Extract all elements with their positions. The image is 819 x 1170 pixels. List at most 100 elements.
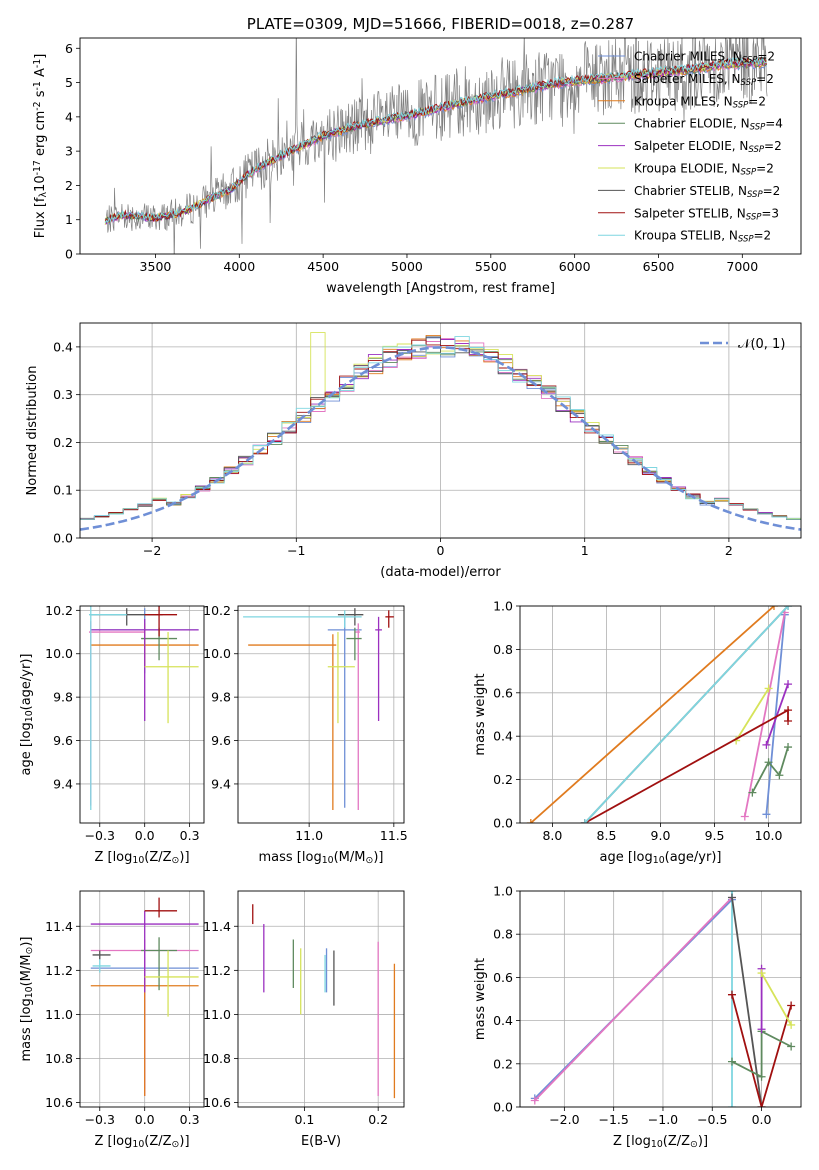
- y-tick-label: 10.0: [203, 646, 231, 661]
- legend-entry: Kroupa MILES, NSSP=2: [634, 94, 766, 110]
- weight-line-salpeter-elodie: [765, 683, 789, 746]
- plot-area-mass_vs_Z: [90, 897, 199, 1096]
- y-tick-label: 9.8: [211, 690, 231, 705]
- weight-marker: [580, 819, 589, 823]
- y-tick-label: 3: [65, 144, 73, 159]
- y-tick-label: 5: [65, 75, 73, 90]
- x-tick-label: 0.0: [135, 1112, 155, 1127]
- y-tick-label: 0.4: [493, 1013, 513, 1028]
- errorbar-chabrier-stelib: [92, 950, 111, 960]
- plot-area-residuals: [80, 332, 801, 531]
- weight-line-kroupa-elodie: [735, 688, 770, 741]
- x-tick-label: 8.5: [597, 828, 617, 843]
- panel-weight_vs_age: 8.0 8.5 9.0 9.5 10.0 0.0 0.2 0.4 0.6 0.8 1.0 age [l…: [473, 599, 802, 866]
- weight-line-salpeter-stelib: [731, 994, 792, 1107]
- chart-title: PLATE=0309, MJD=51666, FIBERID=0018, z=0…: [247, 15, 634, 33]
- weight-line-kroupa-miles: [530, 606, 775, 823]
- weight-line-kroupa-elodie: [760, 972, 792, 1026]
- errorbar-kroupa-elodie: [144, 950, 199, 1017]
- errorbar-kroupa-stelib: [243, 610, 362, 628]
- weight-marker: [787, 1001, 796, 1010]
- weight-marker: [762, 810, 771, 819]
- y-tick-label: 0.3: [53, 387, 73, 402]
- x-axis-label: (data-model)/error: [380, 565, 501, 580]
- legend-entry: Chabrier MILES, NSSP=2: [634, 50, 775, 66]
- x-tick-label: −0.5: [697, 1112, 727, 1127]
- y-tick-label: 0.1: [53, 483, 73, 498]
- y-axis-label: mass weight: [473, 958, 488, 1040]
- legend-entry: Kroupa ELODIE, NSSP=2: [634, 162, 774, 178]
- plot-area-mass_vs_ebv: [252, 904, 396, 1099]
- x-axis-label: E(B-V): [301, 1134, 341, 1149]
- weight-marker: [757, 969, 766, 978]
- legend-entry: 𝒩(0, 1): [738, 337, 785, 352]
- errorbar-kroupa-elodie: [144, 632, 199, 724]
- y-tick-label: 0.6: [493, 970, 513, 985]
- y-tick-label: 10.8: [203, 1051, 231, 1066]
- x-tick-label: −1.5: [598, 1112, 628, 1127]
- y-tick-label: 1.0: [493, 884, 513, 899]
- axes-frame: [237, 890, 405, 1108]
- weight-marker: [757, 1103, 766, 1107]
- y-tick-label: 0.0: [53, 531, 73, 546]
- y-tick-label: 0.8: [493, 642, 513, 657]
- x-tick-label: 5000: [391, 259, 423, 274]
- weight-marker: [775, 771, 784, 780]
- y-axis-label: mass weight: [473, 673, 488, 755]
- x-tick-label: −1.0: [648, 1112, 678, 1127]
- y-tick-label: 9.4: [211, 776, 231, 791]
- y-tick-label: 11.0: [45, 1007, 73, 1022]
- x-tick-label: 9.0: [651, 828, 671, 843]
- x-axis-label: age [log10(age/yr)]: [600, 850, 722, 866]
- plot-area-age_vs_Z: [88, 606, 199, 810]
- axes-frame: [79, 322, 802, 539]
- y-axis-label: Normed distribution: [25, 366, 40, 496]
- weight-marker: [784, 606, 793, 610]
- y-tick-label: 2: [65, 178, 73, 193]
- y-tick-label: 1.0: [493, 599, 513, 614]
- y-tick-label: 9.6: [53, 733, 73, 748]
- panel-weight_vs_Z: −2.0 −1.5 −1.0 −0.5 0.0 0.0 0.2 0.4 0.6 0.8 1.0 Z […: [473, 884, 802, 1150]
- x-tick-label: −1: [287, 543, 305, 558]
- legend-entry: Salpeter MILES, NSSP=2: [634, 72, 774, 88]
- errorbar-chabrier-miles: [327, 616, 362, 808]
- y-axis-label: age [log10(age/yr)]: [19, 654, 35, 776]
- model-line-salpeter-stelib: [104, 56, 767, 223]
- x-tick-label: 2: [725, 543, 733, 558]
- x-tick-label: 8.0: [542, 828, 562, 843]
- weight-line-chabrier-elodie: [751, 746, 789, 794]
- y-tick-label: 10.8: [45, 1051, 73, 1066]
- x-tick-label: 0.0: [752, 1112, 772, 1127]
- y-tick-label: 11.2: [203, 963, 231, 978]
- x-axis-label: Z [log10(Z/Z⊙)]: [94, 850, 189, 866]
- y-tick-label: 11.4: [45, 919, 73, 934]
- x-tick-label: −0.3: [85, 1112, 115, 1127]
- weight-marker: [784, 717, 793, 726]
- y-tick-label: 4: [65, 109, 73, 124]
- errorbar-kroupa-elodie: [327, 632, 355, 724]
- axes-frame: [79, 605, 205, 824]
- errorbar-salpeter-stelib: [385, 610, 394, 628]
- y-tick-label: 0.2: [493, 772, 513, 787]
- weight-marker: [764, 684, 773, 693]
- y-tick-label: 10.6: [45, 1095, 73, 1110]
- errorbar-salpeter-elodie: [375, 616, 382, 722]
- weight-line-salpeter-miles: [534, 896, 733, 1102]
- x-axis-label: mass [log10(M/M⊙)]: [259, 850, 384, 866]
- y-tick-label: 0.4: [53, 339, 73, 354]
- weight-marker: [748, 788, 757, 797]
- x-tick-label: 11.5: [380, 828, 408, 843]
- weight-marker: [784, 743, 793, 752]
- x-tick-label: 6500: [643, 259, 675, 274]
- x-tick-label: 0.3: [180, 828, 200, 843]
- weight-marker: [787, 1020, 796, 1029]
- panel-spectrum: 3500 4000 4500 5000 5500 6000 6500 7000 0 1 2 3 4 5 6 w…: [32, 15, 802, 296]
- panel-mass_vs_ebv: 0.1 0.2 10.6 10.8 11.0 11.2 11.4 E(B-V): [203, 890, 405, 1149]
- legend-entry: Salpeter STELIB, NSSP=3: [634, 206, 779, 222]
- y-axis-label: Flux [fλ10-17 erg cm-2 s-1 A-1]: [32, 54, 49, 239]
- errorbar-salpeter-miles: [354, 623, 360, 810]
- x-axis-label: Z [log10(Z/Z⊙)]: [94, 1134, 189, 1150]
- weight-marker: [784, 706, 793, 715]
- weight-marker: [740, 812, 749, 821]
- errorbar-chabrier-elodie: [346, 627, 362, 661]
